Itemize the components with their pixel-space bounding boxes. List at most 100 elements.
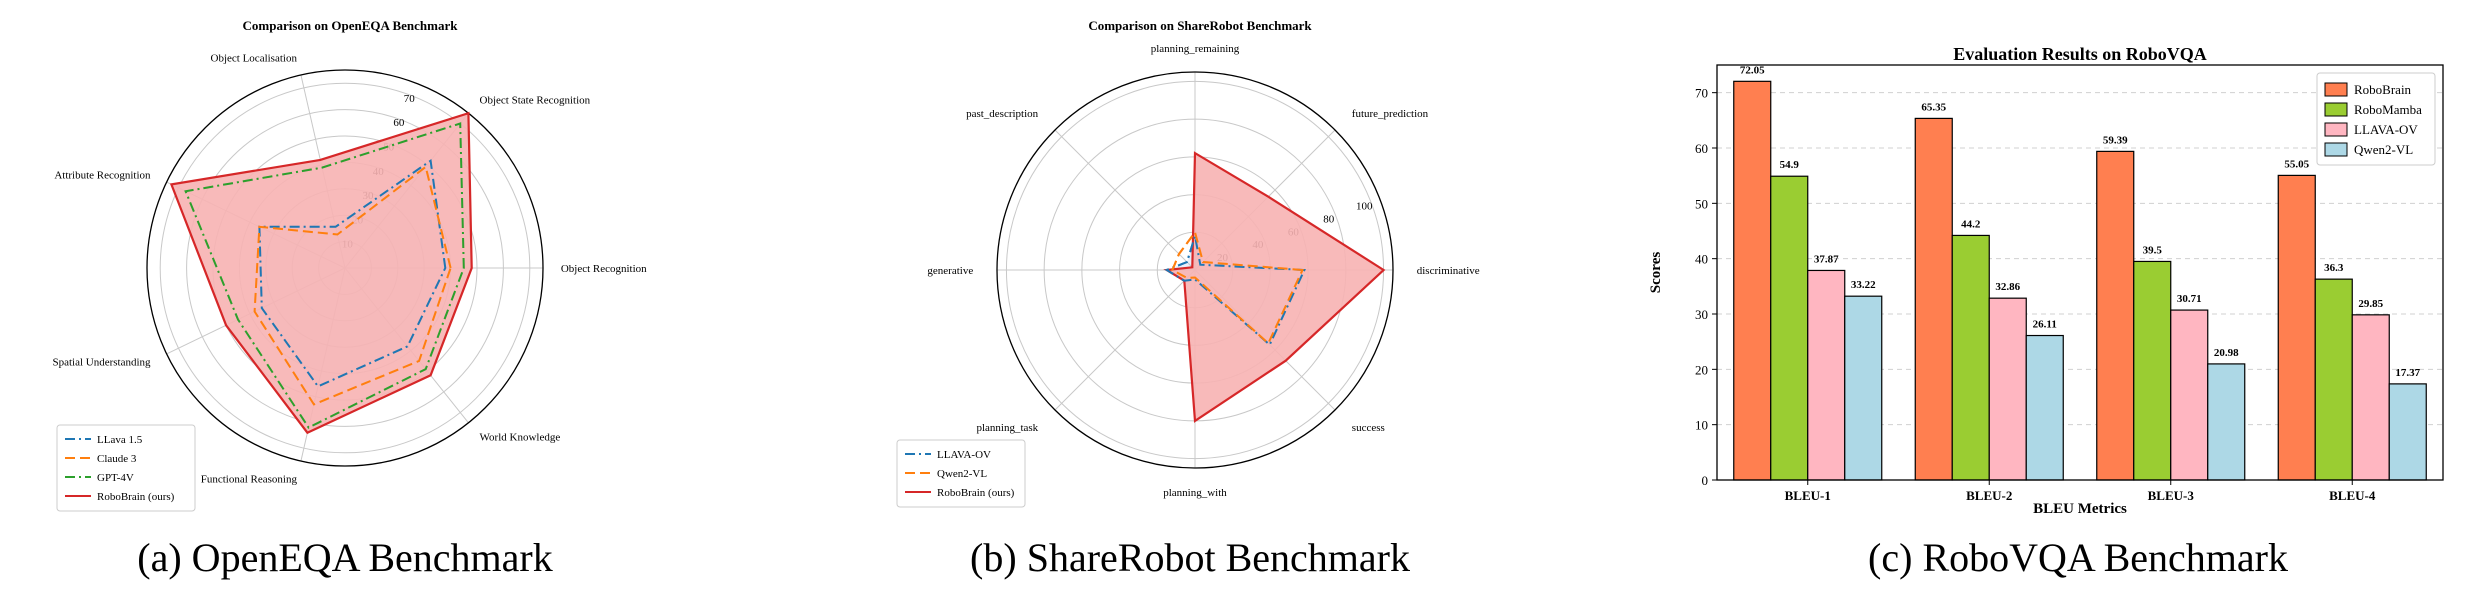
axis-label: planning_task bbox=[976, 422, 1038, 434]
x-tick-label: BLEU-1 bbox=[1785, 488, 1831, 503]
legend-label: LLava 1.5 bbox=[97, 434, 143, 446]
axis-label: Object Localisation bbox=[211, 53, 298, 65]
axis-label: discriminative bbox=[1417, 265, 1480, 277]
outer-frame bbox=[996, 71, 1394, 469]
data-label: 37.87 bbox=[1814, 253, 1839, 265]
legend-box bbox=[896, 439, 1026, 508]
data-label: 26.11 bbox=[2033, 319, 2057, 331]
x-tick-label: BLEU-2 bbox=[1966, 488, 2012, 503]
openeqa-radar-chart: Comparison on OpenEQA Benchmark Object Re… bbox=[52, 18, 647, 512]
bar-robomamba bbox=[2133, 260, 2172, 481]
legend-label: RoboBrain (ours) bbox=[937, 487, 1015, 499]
x-axis-label: BLEU Metrics bbox=[2033, 501, 2127, 517]
radial-tick-label: 100 bbox=[1356, 201, 1373, 213]
data-label: 59.39 bbox=[2103, 134, 2128, 146]
chart-title: Comparison on ShareRobot Benchmark bbox=[1088, 18, 1312, 33]
axis-label: success bbox=[1352, 422, 1385, 434]
legend-swatch bbox=[2324, 82, 2348, 97]
legend-box bbox=[56, 424, 196, 512]
data-label: 17.37 bbox=[2395, 367, 2420, 379]
legend-label: RoboMamba bbox=[2354, 102, 2422, 117]
bar-robomamba bbox=[2314, 278, 2353, 481]
series-robobrain-ours- bbox=[1163, 151, 1386, 423]
data-label: 32.86 bbox=[1995, 281, 2020, 293]
bar-llava-ov bbox=[1807, 269, 1846, 481]
axis-label: Functional Reasoning bbox=[201, 473, 298, 485]
bar-qwen2-vl bbox=[2207, 363, 2246, 481]
data-label: 39.5 bbox=[2143, 244, 2163, 256]
legend: LLava 1.5 Claude 3 GPT-4V RoboBrain (ours) bbox=[56, 424, 196, 512]
series-line-qwen2-vl bbox=[1171, 230, 1305, 345]
axis-label: Object State Recognition bbox=[480, 94, 591, 106]
caption-a: (a) OpenEQA Benchmark bbox=[137, 535, 553, 580]
y-tick-label: 60 bbox=[1695, 141, 1708, 156]
legend-swatch bbox=[2324, 142, 2348, 157]
robovqa-panel: Evaluation Results on RoboVQA 0 10 20 30 40 50… bbox=[1640, 0, 2483, 601]
data-label: 55.05 bbox=[2284, 158, 2309, 170]
y-tick-label: 30 bbox=[1695, 307, 1708, 322]
bar-llava-ov bbox=[2170, 309, 2209, 481]
radial-tick-label: 60 bbox=[393, 117, 405, 129]
x-tick-label: BLEU-4 bbox=[2329, 488, 2376, 503]
data-label: 72.05 bbox=[1740, 64, 1765, 76]
legend-label: RoboBrain (ours) bbox=[97, 491, 175, 503]
bar-qwen2-vl bbox=[2025, 334, 2064, 481]
bar-robomamba bbox=[1770, 175, 1809, 481]
legend: LLAVA-OV Qwen2-VL RoboBrain (ours) bbox=[896, 439, 1026, 508]
axis-label: generative bbox=[927, 265, 973, 277]
data-label: 29.85 bbox=[2358, 298, 2383, 310]
caption-b: (b) ShareRobot Benchmark bbox=[970, 535, 1410, 580]
y-tick-label: 10 bbox=[1695, 418, 1708, 433]
data-label: 20.98 bbox=[2214, 347, 2239, 359]
caption-c: (c) RoboVQA Benchmark bbox=[1868, 535, 2288, 580]
y-tick-label: 0 bbox=[1702, 473, 1709, 488]
legend-label: Claude 3 bbox=[97, 453, 137, 465]
bar-llava-ov bbox=[1988, 297, 2027, 481]
series-robobrain-ours- bbox=[169, 111, 473, 435]
axis-label: Object Recognition bbox=[561, 263, 647, 275]
bar-robobrain bbox=[1914, 117, 1953, 481]
legend-swatch bbox=[2324, 102, 2348, 117]
legend-swatch bbox=[2324, 122, 2348, 137]
y-tick-label: 20 bbox=[1695, 362, 1708, 377]
bar-robobrain bbox=[1733, 80, 1772, 481]
data-label: 30.71 bbox=[2177, 293, 2202, 305]
axis-label: planning_remaining bbox=[1151, 43, 1240, 55]
y-tick-label: 70 bbox=[1695, 86, 1708, 101]
series-line-gpt-4v bbox=[184, 122, 465, 429]
series-line-claude-3 bbox=[253, 165, 452, 406]
data-label: 36.3 bbox=[2324, 262, 2344, 274]
y-tick-label: 50 bbox=[1695, 196, 1708, 211]
axis-label: Spatial Understanding bbox=[52, 357, 151, 369]
bar-robobrain bbox=[2277, 174, 2316, 481]
radial-tick-label: 80 bbox=[1323, 213, 1335, 225]
chart-title: Comparison on OpenEQA Benchmark bbox=[243, 18, 459, 33]
axis-label: Attribute Recognition bbox=[54, 169, 151, 181]
legend-label: GPT-4V bbox=[97, 472, 134, 484]
series-line-llava-1-5 bbox=[258, 158, 447, 388]
axis-label: future_prediction bbox=[1352, 108, 1429, 120]
robovqa-bar-chart: Evaluation Results on RoboVQA 0 10 20 30 40 50… bbox=[1648, 44, 2444, 517]
data-label: 54.9 bbox=[1780, 159, 1800, 171]
legend-label: LLAVA-OV bbox=[937, 449, 991, 461]
data-label: 33.22 bbox=[1851, 279, 1876, 291]
axis-spoke bbox=[1054, 269, 1196, 411]
radial-tick-label: 70 bbox=[404, 93, 416, 105]
axis-label: planning_with bbox=[1163, 487, 1227, 499]
legend-label: RoboBrain bbox=[2354, 82, 2412, 97]
y-tick-label: 40 bbox=[1695, 252, 1708, 267]
legend: RoboBrain RoboMamba LLAVA-OV Qwen2-VL bbox=[2316, 72, 2436, 166]
data-label: 44.2 bbox=[1961, 218, 1981, 230]
chart-title: Evaluation Results on RoboVQA bbox=[1953, 44, 2207, 64]
x-tick-label: BLEU-3 bbox=[2148, 488, 2195, 503]
axis-spoke bbox=[1054, 129, 1196, 271]
bar-qwen2-vl bbox=[2388, 383, 2427, 481]
data-label: 65.35 bbox=[1921, 101, 1946, 113]
openeqa-panel: Comparison on OpenEQA Benchmark Object Re… bbox=[0, 0, 760, 601]
bar-qwen2-vl bbox=[1844, 295, 1883, 481]
axis-label: World Knowledge bbox=[480, 432, 561, 444]
bar-llava-ov bbox=[2351, 314, 2390, 481]
legend-label: LLAVA-OV bbox=[2354, 122, 2418, 137]
sharerobot-panel: Comparison on ShareRobot Benchmark discri… bbox=[760, 0, 1640, 601]
bar-robomamba bbox=[1951, 234, 1990, 481]
